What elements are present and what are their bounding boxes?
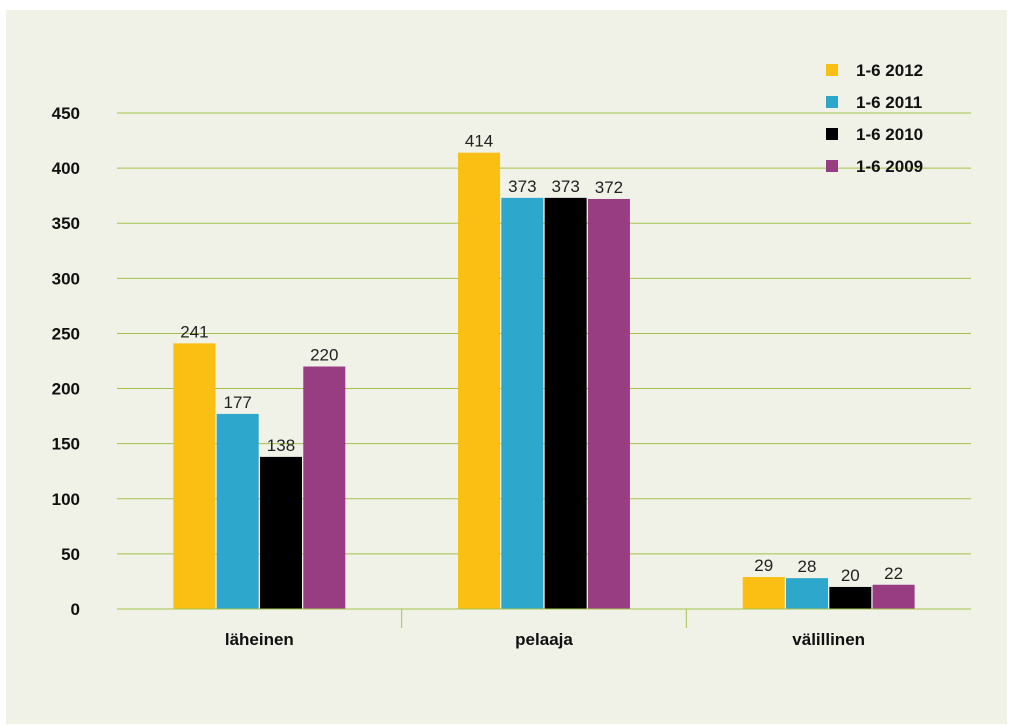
bar [216, 413, 259, 609]
bar [587, 198, 630, 609]
data-label: 22 [884, 564, 903, 583]
data-label: 414 [465, 132, 493, 151]
y-tick-label: 400 [52, 159, 80, 178]
y-tick-label: 350 [52, 214, 80, 233]
y-axis-ticks: 0 50 100 150 200 250 300 350 400 450 [52, 104, 80, 619]
y-tick-label: 250 [52, 324, 80, 343]
legend-label: 1-6 2011 [856, 93, 922, 112]
legend-swatch [826, 160, 838, 172]
data-label: 28 [798, 557, 817, 576]
y-tick-label: 300 [52, 269, 80, 288]
bar [829, 586, 872, 609]
data-label: 241 [180, 322, 208, 341]
legend-swatch [826, 64, 838, 76]
y-tick-label: 450 [52, 104, 80, 123]
legend-label: 1-6 2010 [856, 125, 923, 144]
chart-panel: 0 50 100 150 200 250 300 350 400 450 241 177 138 220… [6, 10, 1007, 724]
data-label: 220 [310, 346, 338, 365]
data-labels: 241 177 138 220 414 373 373 372 29 28 20 22 [180, 132, 903, 585]
x-tick-label: pelaaja [515, 630, 573, 649]
legend[interactable]: 1-6 2012 1-6 2011 1-6 2010 1-6 2009 [826, 61, 923, 176]
data-label: 373 [551, 177, 579, 196]
bar [458, 152, 501, 609]
bars [173, 152, 915, 610]
bar [544, 197, 587, 610]
data-label: 20 [841, 566, 860, 585]
data-label: 372 [595, 178, 623, 197]
data-label: 177 [223, 393, 251, 412]
data-label: 138 [267, 436, 295, 455]
data-label: 373 [508, 177, 536, 196]
x-tick-label: läheinen [225, 630, 294, 649]
y-tick-label: 100 [52, 490, 80, 509]
bar [872, 584, 915, 609]
bar [303, 366, 346, 609]
legend-label: 1-6 2012 [856, 61, 923, 80]
bar [501, 197, 544, 610]
x-tick-label: välillinen [792, 630, 865, 649]
y-tick-label: 50 [61, 545, 80, 564]
y-tick-label: 150 [52, 435, 80, 454]
data-label: 29 [754, 556, 773, 575]
legend-swatch [826, 128, 838, 140]
bar [173, 343, 216, 609]
y-tick-label: 200 [52, 380, 80, 399]
bar [259, 456, 302, 609]
bar [742, 577, 785, 609]
legend-label: 1-6 2009 [856, 157, 923, 176]
bar [786, 578, 829, 609]
y-tick-label: 0 [71, 600, 80, 619]
x-axis: läheinen pelaaja välillinen [117, 608, 971, 649]
gridlines [117, 112, 971, 555]
legend-swatch [826, 96, 838, 108]
